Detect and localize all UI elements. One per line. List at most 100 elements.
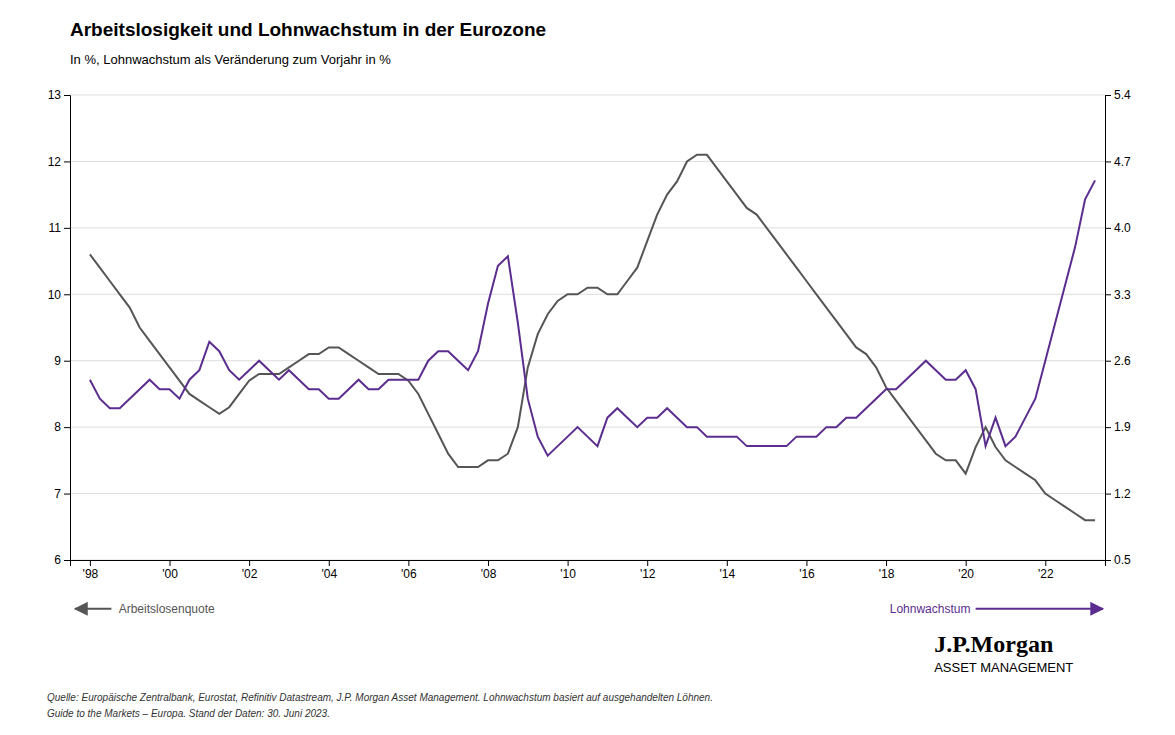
tick-mark bbox=[727, 560, 728, 566]
tick-mark bbox=[1105, 361, 1111, 362]
tick-mark bbox=[1045, 560, 1046, 566]
tick-mark bbox=[568, 560, 569, 566]
tick-mark bbox=[90, 560, 91, 566]
tick: '14 bbox=[720, 560, 736, 581]
tick-label: '04 bbox=[321, 567, 337, 581]
grid-line bbox=[70, 427, 1105, 428]
tick: 4.7 bbox=[1105, 155, 1131, 169]
tick: 9 bbox=[54, 354, 70, 368]
chart: Arbeitslosigkeit und Lohnwachstum in der… bbox=[0, 0, 1175, 735]
tick-mark bbox=[64, 560, 70, 561]
axis-label: Lohnwachstum bbox=[890, 602, 971, 616]
grid-line bbox=[70, 294, 1105, 295]
tick-mark bbox=[488, 560, 489, 566]
grid-line bbox=[70, 161, 1105, 162]
axis-label: Arbeitslosenquote bbox=[119, 602, 215, 616]
tick-label: 4.0 bbox=[1114, 221, 1131, 235]
tick-label: 4.7 bbox=[1114, 155, 1131, 169]
tick-mark bbox=[1105, 294, 1111, 295]
tick: 13 bbox=[48, 88, 70, 102]
tick: '12 bbox=[640, 560, 656, 581]
tick: 6 bbox=[54, 553, 70, 567]
tick-label: '98 bbox=[83, 567, 99, 581]
tick-label: '02 bbox=[242, 567, 258, 581]
x-axis: '98 '00 '02 '04 '06 '08 '10 '12 '14 '16 '18 '20 '22 bbox=[71, 560, 1106, 581]
tick-mark bbox=[170, 560, 171, 566]
tick: 11 bbox=[49, 221, 70, 235]
tick-label: 9 bbox=[54, 354, 61, 368]
tick: 0.5 bbox=[1105, 553, 1131, 567]
tick-label: '18 bbox=[879, 567, 895, 581]
axis-line bbox=[71, 561, 1106, 567]
tick-label: '16 bbox=[799, 567, 815, 581]
axis-line bbox=[64, 96, 71, 561]
tick-label: '10 bbox=[560, 567, 576, 581]
tick-label: '00 bbox=[162, 567, 178, 581]
tick: '02 bbox=[242, 560, 258, 581]
tick-mark bbox=[64, 95, 70, 96]
tick: 2.6 bbox=[1105, 354, 1131, 368]
tick: 10 bbox=[48, 288, 70, 302]
annotation: ASSET MANAGEMENT bbox=[934, 660, 1073, 675]
tick-mark bbox=[886, 560, 887, 566]
tick-label: 0.5 bbox=[1114, 553, 1131, 567]
tick-mark bbox=[966, 560, 967, 566]
tick-mark bbox=[64, 494, 70, 495]
tick-label: '08 bbox=[481, 567, 497, 581]
tick-mark bbox=[64, 427, 70, 428]
tick-mark bbox=[1105, 494, 1111, 495]
grid-line bbox=[70, 227, 1105, 228]
tick: '10 bbox=[560, 560, 576, 581]
tick-label: 5.4 bbox=[1114, 88, 1131, 102]
tick: '22 bbox=[1038, 560, 1054, 581]
tick-mark bbox=[64, 228, 70, 229]
source: Guide to the Markets – Europa. Stand der… bbox=[47, 708, 330, 719]
tick-label: '12 bbox=[640, 567, 656, 581]
tick: 8 bbox=[54, 420, 70, 434]
tick: '20 bbox=[958, 560, 974, 581]
tick-label: 10 bbox=[48, 288, 62, 302]
tick-label: '06 bbox=[401, 567, 417, 581]
tick: 12 bbox=[48, 155, 70, 169]
plot-area bbox=[90, 155, 1095, 520]
tick-label: 6 bbox=[54, 553, 61, 567]
title: Arbeitslosigkeit und Lohnwachstum in der… bbox=[70, 19, 546, 40]
y2-axis: 0.51.21.92.63.34.04.75.4 bbox=[1105, 88, 1131, 567]
tick: '98 bbox=[83, 560, 99, 581]
axis-arrow bbox=[976, 608, 1103, 610]
source: Quelle: Europäische Zentralbank, Eurosta… bbox=[47, 692, 713, 703]
grid bbox=[70, 95, 1105, 560]
line bbox=[90, 180, 1095, 455]
tick-label: 2.6 bbox=[1114, 354, 1131, 368]
tick-mark bbox=[806, 560, 807, 566]
tick-label: '22 bbox=[1038, 567, 1054, 581]
tick-label: 3.3 bbox=[1114, 288, 1131, 302]
tick-label: 13 bbox=[48, 88, 62, 102]
tick: '16 bbox=[799, 560, 815, 581]
tick: '04 bbox=[321, 560, 337, 581]
tick-mark bbox=[64, 361, 70, 362]
tick-label: 7 bbox=[54, 487, 61, 501]
tick-label: 8 bbox=[54, 420, 61, 434]
tick-mark bbox=[1105, 161, 1111, 162]
grid-line bbox=[70, 493, 1105, 494]
grid-line bbox=[70, 95, 1105, 96]
tick: 4.0 bbox=[1105, 221, 1131, 235]
tick-label: 1.9 bbox=[1114, 420, 1131, 434]
tick-mark bbox=[64, 294, 70, 295]
tick-label: '14 bbox=[720, 567, 736, 581]
tick-mark bbox=[329, 560, 330, 566]
y-axis: 6 7 8 9 10 11 12 13 bbox=[48, 88, 71, 567]
tick-mark bbox=[1105, 560, 1111, 561]
tick: 3.3 bbox=[1105, 288, 1131, 302]
tick-label: '20 bbox=[958, 567, 974, 581]
tick: 1.9 bbox=[1105, 420, 1131, 434]
tick-mark bbox=[408, 560, 409, 566]
tick: 5.4 bbox=[1105, 88, 1131, 102]
tick: '06 bbox=[401, 560, 417, 581]
tick-mark bbox=[1105, 427, 1111, 428]
tick: '18 bbox=[879, 560, 895, 581]
subtitle: In %, Lohnwachstum als Veränderung zum V… bbox=[70, 52, 391, 67]
axis-arrow bbox=[75, 608, 111, 610]
tick-label: 11 bbox=[49, 221, 62, 235]
